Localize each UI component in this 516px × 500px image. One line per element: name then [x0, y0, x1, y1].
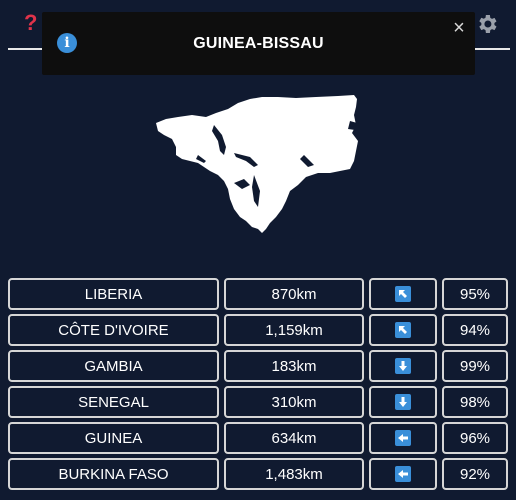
country-banner: i GUINEA-BISSAU ×	[42, 12, 475, 75]
divider-left	[8, 48, 42, 50]
guess-distance: 634km	[224, 422, 364, 454]
question-mark-icon[interactable]: ?	[24, 10, 38, 35]
guess-row: GUINEA 634km 96%	[8, 422, 508, 454]
guess-direction	[369, 386, 437, 418]
guess-row: SENEGAL 310km 98%	[8, 386, 508, 418]
guess-row: GAMBIA 183km 99%	[8, 350, 508, 382]
guess-row: BURKINA FASO 1,483km 92%	[8, 458, 508, 490]
guess-direction	[369, 278, 437, 310]
guess-country: LIBERIA	[8, 278, 219, 310]
guess-proximity: 92%	[442, 458, 508, 490]
guess-row: LIBERIA 870km 95%	[8, 278, 508, 310]
guess-distance: 1,483km	[224, 458, 364, 490]
country-map-shape	[156, 95, 362, 233]
guess-country: BURKINA FASO	[8, 458, 219, 490]
divider-right	[474, 48, 510, 50]
arrow-down-icon	[395, 394, 411, 410]
guess-distance: 310km	[224, 386, 364, 418]
guess-distance: 1,159km	[224, 314, 364, 346]
banner-title: GUINEA-BISSAU	[193, 35, 324, 52]
arrow-up-left-icon	[395, 286, 411, 302]
close-icon[interactable]: ×	[453, 17, 465, 39]
guess-country: SENEGAL	[8, 386, 219, 418]
top-bar: ?	[0, 0, 516, 52]
guess-proximity: 95%	[442, 278, 508, 310]
arrow-down-icon	[395, 358, 411, 374]
guess-country: CÔTE D'IVOIRE	[8, 314, 219, 346]
guess-proximity: 94%	[442, 314, 508, 346]
arrow-left-icon	[395, 466, 411, 482]
gear-icon[interactable]	[475, 12, 499, 36]
guess-country: GAMBIA	[8, 350, 219, 382]
guess-distance: 183km	[224, 350, 364, 382]
guess-proximity: 96%	[442, 422, 508, 454]
guess-proximity: 98%	[442, 386, 508, 418]
info-icon[interactable]: i	[57, 33, 77, 53]
guess-row: CÔTE D'IVOIRE 1,159km 94%	[8, 314, 508, 346]
guess-direction	[369, 350, 437, 382]
guess-direction	[369, 422, 437, 454]
guess-direction	[369, 314, 437, 346]
guess-distance: 870km	[224, 278, 364, 310]
guess-direction	[369, 458, 437, 490]
arrow-up-left-icon	[395, 322, 411, 338]
arrow-left-icon	[395, 430, 411, 446]
guess-country: GUINEA	[8, 422, 219, 454]
guess-proximity: 99%	[442, 350, 508, 382]
